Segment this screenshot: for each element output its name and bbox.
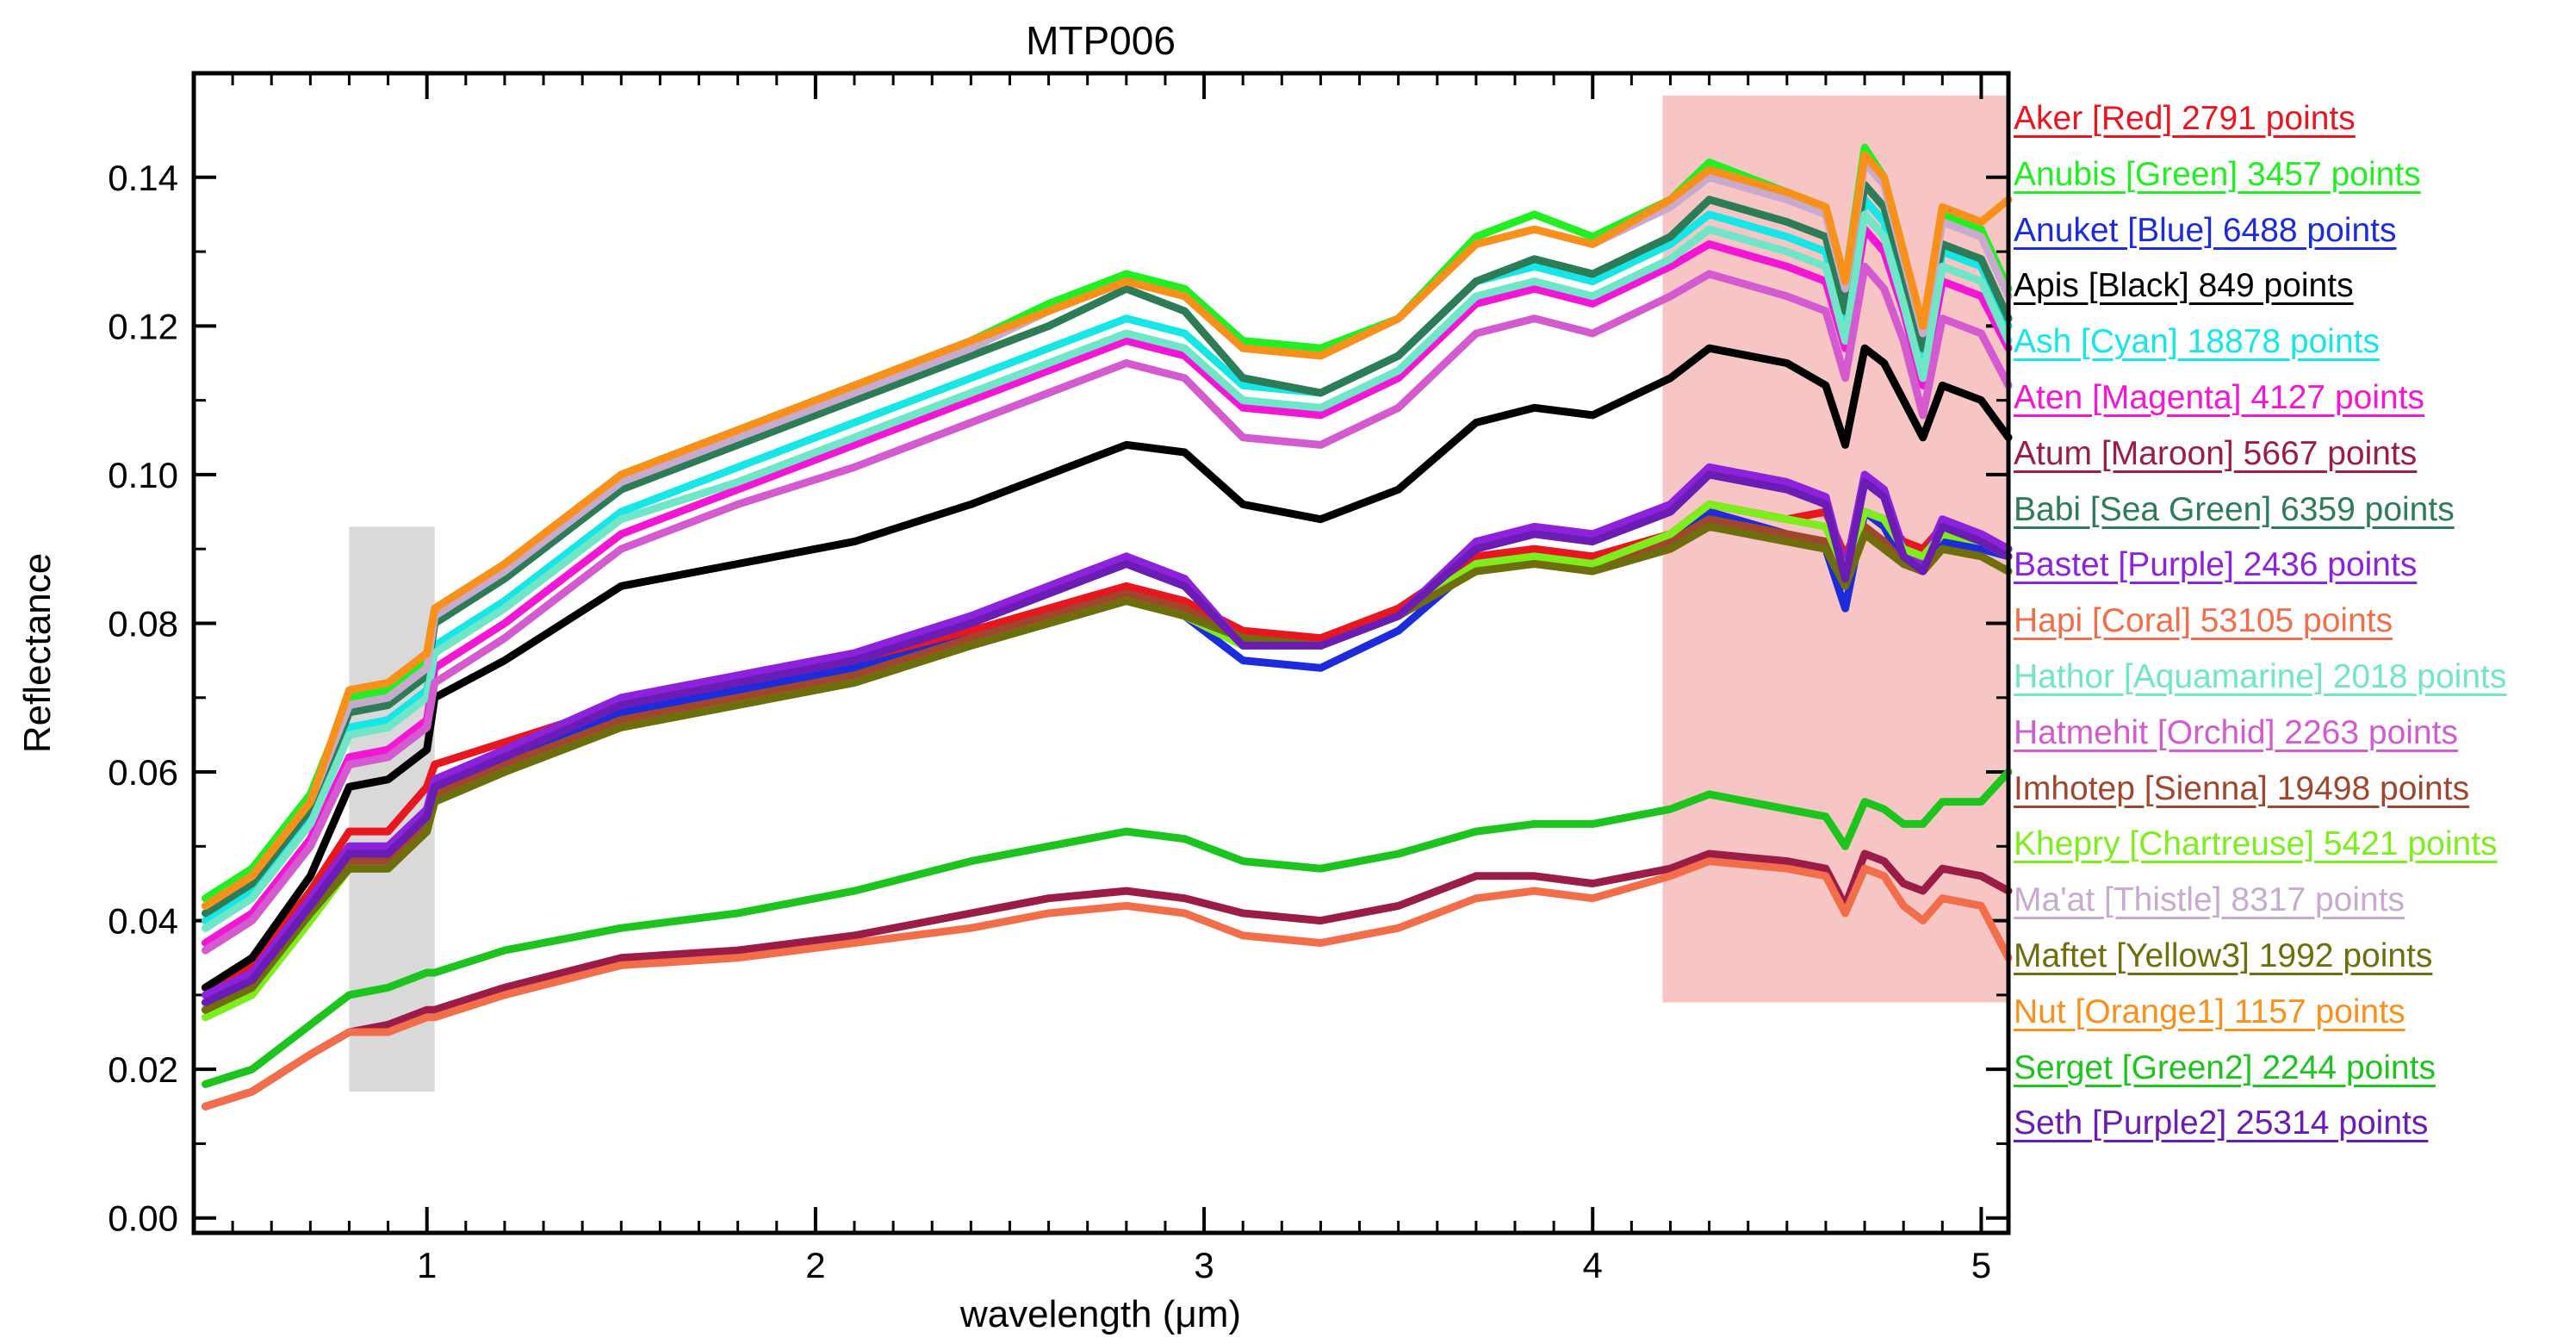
legend-item: Serget [Green2] 2244 points (2014, 1046, 2565, 1102)
y-tick-label: 0.12 (108, 306, 178, 346)
legend-item: Khepry [Chartreuse] 5421 points (2014, 822, 2565, 878)
legend-series-name: Serget [Green2] (2014, 1048, 2253, 1086)
y-tick-label: 0.08 (108, 603, 178, 644)
legend-point-count: 2263 points (2284, 713, 2458, 751)
legend-point-count: 18878 points (2187, 323, 2380, 361)
legend-series-name: Hatmehit [Orchid] (2014, 713, 2275, 751)
x-tick-label: 2 (805, 1245, 825, 1285)
legend-series-name: Atum [Maroon] (2014, 434, 2234, 472)
legend-item: Nut [Orange1] 1157 points (2014, 990, 2565, 1046)
legend-series-name: Ma'at [Thistle] (2014, 881, 2222, 919)
chart-title: MTP006 (1026, 18, 1176, 63)
legend-series-name: Aten [Magenta] (2014, 378, 2242, 416)
legend-point-count: 1992 points (2258, 936, 2433, 974)
legend-item: Bastet [Purple] 2436 points (2014, 543, 2565, 599)
legend-point-count: 4127 points (2250, 378, 2425, 416)
spectral-chart: MTP006 wavelength (μm) Reflectance 0.000… (16, 18, 2013, 1335)
legend-item: Ash [Cyan] 18878 points (2014, 320, 2565, 376)
legend-series-name: Ash [Cyan] (2014, 323, 2178, 361)
legend-point-count: 8317 points (2231, 881, 2405, 919)
series-line-11 (202, 262, 2013, 955)
legend-item: Seth [Purple2] 25314 points (2014, 1101, 2565, 1157)
y-tick-label: 0.06 (108, 752, 178, 793)
legend-series-name: Khepry [Chartreuse] (2014, 825, 2315, 863)
legend-series-name: Anuket [Blue] (2014, 211, 2213, 249)
legend-point-count: 2018 points (2332, 657, 2507, 695)
legend-series-name: Hathor [Aquamarine] (2014, 657, 2324, 695)
y-tick-label: 0.02 (108, 1049, 178, 1090)
legend-item: Aker [Red] 2791 points (2014, 96, 2565, 152)
y-tick-label: 0.00 (108, 1198, 178, 1239)
legend-item: Ma'at [Thistle] 8317 points (2014, 878, 2565, 934)
legend-point-count: 3457 points (2247, 155, 2421, 193)
legend-point-count: 2436 points (2243, 546, 2418, 584)
y-tick-label: 0.10 (108, 455, 178, 495)
x-tick-label: 1 (417, 1245, 437, 1285)
legend-series-name: Seth [Purple2] (2014, 1104, 2227, 1142)
series-line-16 (202, 151, 2013, 910)
legend-point-count: 19498 points (2276, 769, 2470, 807)
y-tick-label: 0.04 (108, 901, 178, 942)
legend-point-count: 53105 points (2200, 602, 2393, 640)
legend-item: Aten [Magenta] 4127 points (2014, 376, 2565, 432)
legend-point-count: 6488 points (2222, 211, 2397, 249)
series-lines (202, 143, 2013, 1111)
legend-item: Maftet [Yellow3] 1992 points (2014, 934, 2565, 990)
legend-series-name: Nut [Orange1] (2014, 992, 2225, 1030)
legend-point-count: 2791 points (2182, 100, 2356, 137)
series-line-10 (202, 210, 2013, 932)
legend-series-name: Aker [Red] (2014, 100, 2173, 137)
x-tick-labels: 1 2 3 4 5 (417, 1245, 1991, 1285)
legend-item: Apis [Black] 849 points (2014, 264, 2565, 320)
series-line-17 (202, 768, 2013, 1088)
x-tick-label: 5 (1971, 1245, 1991, 1285)
legend-point-count: 2244 points (2262, 1048, 2436, 1086)
legend-item: Hatmehit [Orchid] 2263 points (2014, 711, 2565, 767)
legend-item: Imhotep [Sienna] 19498 points (2014, 767, 2565, 823)
y-axis-label: Reflectance (16, 553, 59, 753)
legend-point-count: 1157 points (2233, 992, 2405, 1030)
plot-frame (191, 71, 2011, 1235)
x-tick-label: 3 (1194, 1245, 1214, 1285)
legend-point-count: 6359 points (2281, 490, 2455, 528)
series-line-9 (202, 857, 2013, 1111)
legend-series-name: Apis [Black] (2014, 267, 2189, 305)
legend-point-count: 5667 points (2243, 434, 2418, 472)
legend-item: Hathor [Aquamarine] 2018 points (2014, 655, 2565, 711)
legend-series-name: Imhotep [Sienna] (2014, 769, 2268, 807)
legend: Aker [Red] 2791 points Anubis [Green] 345… (2014, 96, 2565, 1157)
y-tick-labels: 0.00 0.02 0.04 0.06 0.08 0.10 0.12 0.14 (108, 158, 178, 1239)
legend-item: Babi [Sea Green] 6359 points (2014, 488, 2565, 544)
series-line-6 (202, 849, 2013, 1111)
shaded-region-0 (349, 526, 435, 1092)
legend-series-name: Maftet [Yellow3] (2014, 936, 2250, 974)
legend-point-count: 5421 points (2323, 825, 2498, 863)
series-line-3 (202, 344, 2013, 992)
y-tick-label: 0.14 (108, 158, 178, 198)
legend-series-name: Babi [Sea Green] (2014, 490, 2272, 528)
legend-point-count: 849 points (2198, 267, 2354, 305)
legend-point-count: 25314 points (2236, 1104, 2429, 1142)
legend-series-name: Bastet [Purple] (2014, 546, 2234, 584)
x-tick-label: 4 (1583, 1245, 1603, 1285)
legend-item: Anuket [Blue] 6488 points (2014, 208, 2565, 264)
x-axis-label: wavelength (μm) (959, 1293, 1241, 1335)
series-line-18 (202, 470, 2013, 1006)
legend-item: Hapi [Coral] 53105 points (2014, 599, 2565, 655)
legend-item: Atum [Maroon] 5667 points (2014, 432, 2565, 488)
legend-item: Anubis [Green] 3457 points (2014, 152, 2565, 208)
legend-series-name: Hapi [Coral] (2014, 602, 2191, 640)
legend-series-name: Anubis [Green] (2014, 155, 2238, 193)
